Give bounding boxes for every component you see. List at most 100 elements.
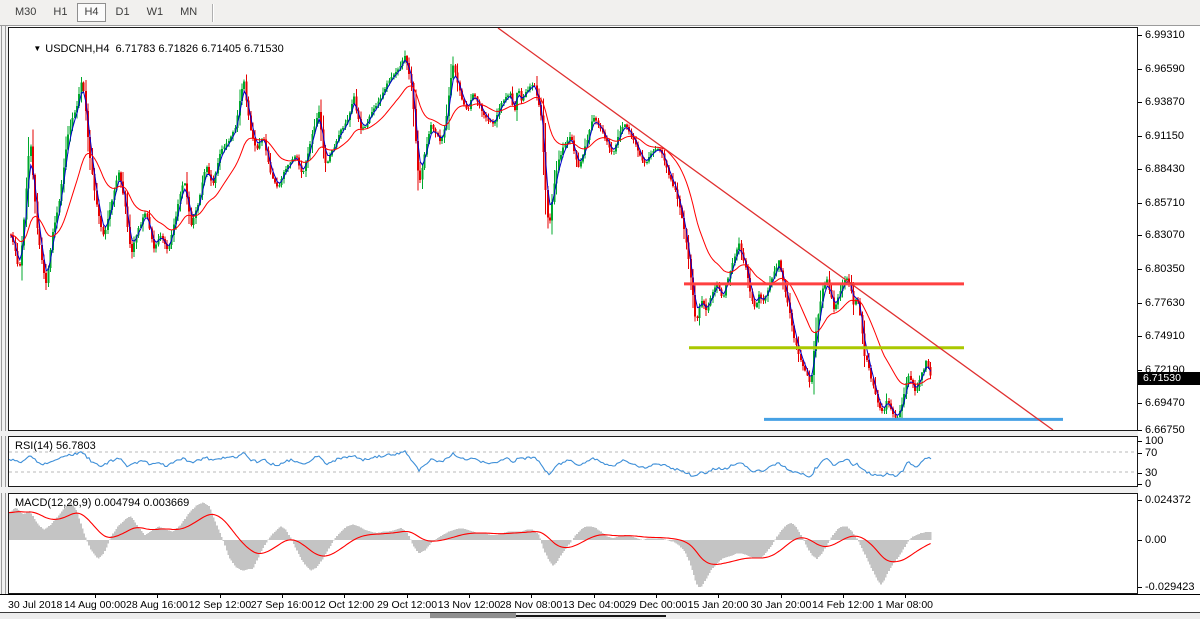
price-chart-pane[interactable]: ▼ USDCNH,H4 6.71783 6.71826 6.71405 6.715…	[8, 27, 1138, 431]
price-tick-label: 6.85710	[1145, 197, 1185, 209]
price-tick-dash	[1138, 136, 1142, 137]
price-tick-dash	[1138, 430, 1142, 431]
price-tick-label: 6.88430	[1145, 163, 1185, 175]
time-axis-label: 27 Sep 16:00	[250, 599, 314, 611]
time-axis-tick	[531, 595, 532, 598]
time-axis-label: 13 Nov 12:00	[437, 599, 501, 611]
macd-axis-label: 0.00	[1145, 534, 1167, 546]
rsi-tick-dash	[1138, 484, 1142, 485]
price-tick-label: 6.80350	[1145, 263, 1185, 275]
price-tick-label: 6.74910	[1145, 330, 1185, 342]
macd-signal-line	[9, 511, 931, 565]
time-axis-tick	[220, 595, 221, 598]
time-axis-label: 30 Jul 2018	[8, 599, 63, 611]
macd-axis-label: -0.029423	[1145, 581, 1195, 593]
scrollbar-thumb[interactable]	[430, 613, 516, 618]
pane-splitter-1[interactable]	[0, 431, 1200, 436]
time-axis-tick	[905, 595, 906, 598]
time-axis-tick	[157, 595, 158, 598]
price-tick-label: 6.99310	[1145, 29, 1185, 41]
price-tick-dash	[1138, 403, 1142, 404]
price-tick-label: 6.96590	[1145, 63, 1185, 75]
macd-tick-dash	[1138, 540, 1142, 541]
time-axis-label: 28 Aug 16:00	[126, 599, 188, 611]
macd-plot	[9, 502, 932, 588]
rsi-tick-dash	[1138, 453, 1142, 454]
rsi-line	[9, 450, 932, 478]
time-axis-label: 15 Jan 20:00	[687, 599, 749, 611]
time-axis-label: 28 Nov 08:00	[499, 599, 563, 611]
macd-indicator-pane[interactable]: MACD(12,26,9) 0.004794 0.003669	[8, 493, 1138, 594]
time-axis-tick	[282, 595, 283, 598]
rsi-indicator-pane[interactable]: RSI(14) 56.7803	[8, 436, 1138, 487]
macd-axis-label: 0.024372	[1145, 494, 1191, 506]
pane-splitter-2[interactable]	[0, 487, 1200, 493]
time-axis-tick	[469, 595, 470, 598]
macd-label: MACD(12,26,9) 0.004794 0.003669	[15, 497, 190, 509]
price-tick-dash	[1138, 69, 1142, 70]
time-axis-label: 29 Dec 00:00	[624, 599, 688, 611]
timeframe-button-h1[interactable]: H1	[53, 6, 68, 18]
time-axis-label: 13 Dec 04:00	[562, 599, 626, 611]
current-price-badge: 6.71530	[1138, 372, 1200, 385]
timeframe-button-mn[interactable]: MN	[180, 6, 198, 18]
time-axis-tick	[843, 595, 844, 598]
toolbar-separator	[212, 3, 214, 22]
timeframe-button-w1[interactable]: W1	[146, 6, 164, 18]
window-left-edge	[0, 26, 8, 619]
timeframe-toolbar: M30 H1 H4 D1 W1 MN	[0, 0, 1200, 26]
macd-tick-dash	[1138, 587, 1142, 588]
price-tick-dash	[1138, 203, 1142, 204]
time-axis-tick	[407, 595, 408, 598]
price-tick-dash	[1138, 303, 1142, 304]
price-tick-label: 6.93870	[1145, 96, 1185, 108]
time-axis-label: 1 Mar 08:00	[876, 599, 934, 611]
price-tick-label: 6.69470	[1145, 397, 1185, 409]
time-axis-tick	[95, 595, 96, 598]
ma-slow-line	[10, 85, 931, 385]
price-tick-dash	[1138, 336, 1142, 337]
rsi-tick-dash	[1138, 441, 1142, 442]
rsi-level-label: 30	[1145, 467, 1158, 479]
price-tick-dash	[1138, 169, 1142, 170]
price-tick-dash	[1138, 235, 1142, 236]
rsi-label: RSI(14) 56.7803	[15, 440, 96, 452]
time-axis-tick	[344, 595, 345, 598]
time-axis-label: 30 Jan 20:00	[750, 599, 812, 611]
price-tick-label: 6.83070	[1145, 229, 1185, 241]
chart-title: ▼ USDCNH,H4 6.71783 6.71826 6.71405 6.715…	[15, 31, 284, 67]
price-tick-label: 6.77630	[1145, 297, 1185, 309]
rsi-level-label: 70	[1145, 447, 1158, 459]
time-axis-label: 12 Oct 12:00	[313, 599, 375, 611]
price-tick-dash	[1138, 102, 1142, 103]
price-tick-dash	[1138, 35, 1142, 36]
time-axis-tick	[594, 595, 595, 598]
timeframe-button-m30[interactable]: M30	[15, 6, 37, 18]
time-axis-label: 29 Oct 12:00	[376, 599, 438, 611]
symbol-dropdown-icon[interactable]: ▼	[33, 44, 42, 53]
ma-fast-line	[10, 59, 932, 416]
time-axis-label: 12 Sep 12:00	[188, 599, 252, 611]
chart-title-text: USDCNH,H4 6.71783 6.71826 6.71405 6.7153…	[45, 43, 284, 55]
rsi-level-label: 0	[1145, 478, 1152, 490]
macd-histogram	[9, 502, 932, 588]
time-axis[interactable]: 30 Jul 2018 14 Aug 00:00 28 Aug 16:00 12 Se…	[0, 594, 1200, 612]
price-tick-label: 6.91150	[1145, 130, 1184, 142]
descending-trendline[interactable]	[497, 28, 1054, 430]
price-axis[interactable]: 6.99310 6.96590 6.93870 6.91150 6.88430 6.857…	[1138, 27, 1200, 594]
rsi-plot	[9, 450, 1137, 478]
time-axis-tick	[781, 595, 782, 598]
rsi-tick-dash	[1138, 473, 1142, 474]
price-tick-dash	[1138, 269, 1142, 270]
timeframe-button-h4[interactable]: H4	[77, 3, 106, 22]
candlestick-plot[interactable]	[9, 28, 1137, 430]
rsi-level-label: 100	[1145, 435, 1164, 447]
time-axis-tick	[718, 595, 719, 598]
macd-tick-dash	[1138, 500, 1142, 501]
price-tick-label: 6.66750	[1145, 424, 1185, 436]
scrollbar-mark	[516, 615, 666, 617]
timeframe-button-d1[interactable]: D1	[115, 6, 130, 18]
time-axis-tick	[656, 595, 657, 598]
time-axis-label: 14 Feb 12:00	[812, 599, 874, 611]
